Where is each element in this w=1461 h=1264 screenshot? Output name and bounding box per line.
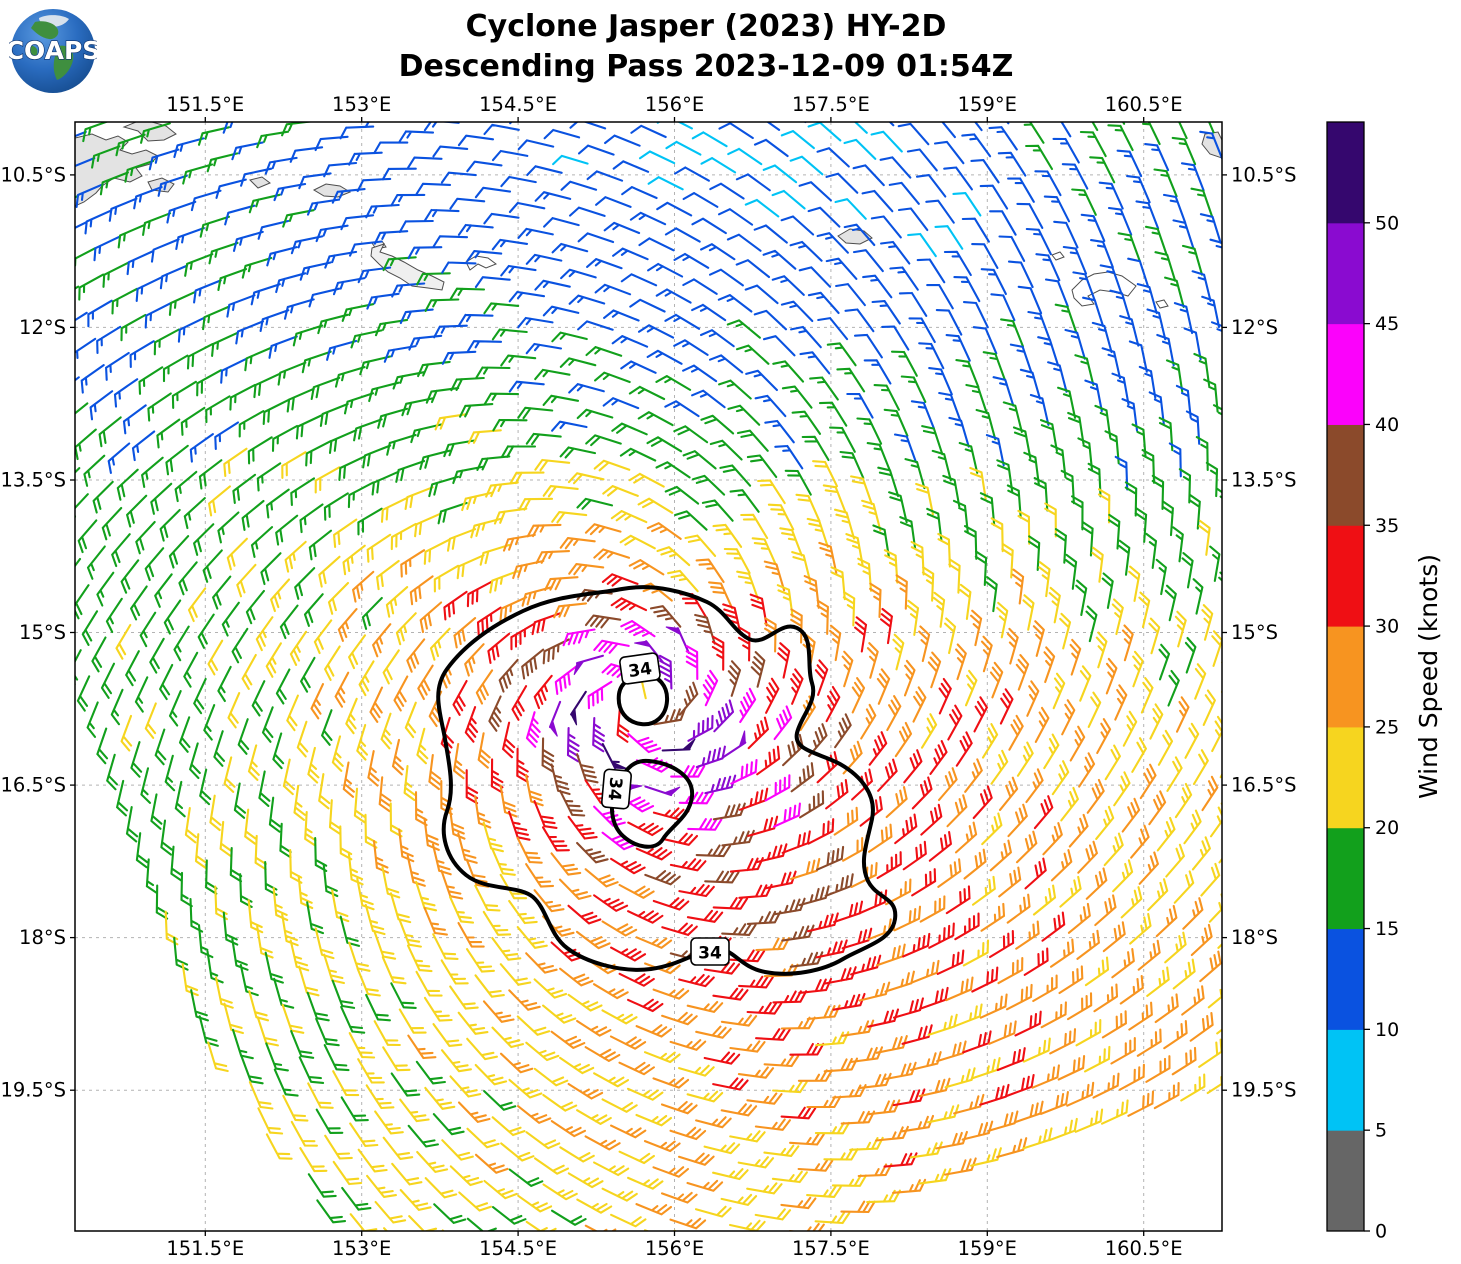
x-tick-label-bottom: 153°E xyxy=(332,1237,391,1260)
y-tick-label-left: 18°S xyxy=(19,926,66,949)
x-tick-label-top: 160.5°E xyxy=(1105,93,1183,116)
y-tick-label-left: 12°S xyxy=(19,316,66,339)
colorbar-tick-label: 10 xyxy=(1375,1019,1399,1041)
land-shape xyxy=(370,243,445,291)
y-tick-label-right: 19.5°S xyxy=(1231,1079,1297,1102)
land-shape xyxy=(465,255,498,271)
coaps-logo-globe: COAPS xyxy=(5,9,101,93)
y-tick-label-right: 10.5°S xyxy=(1231,163,1297,186)
colorbar-tick-label: 15 xyxy=(1375,918,1399,940)
x-tick-label-top: 153°E xyxy=(332,93,391,116)
land-shape xyxy=(1201,131,1222,159)
colorbar-segment xyxy=(1327,525,1364,627)
y-tick-label-right: 15°S xyxy=(1231,621,1278,644)
land-shape xyxy=(1155,299,1169,309)
colorbar-tick-label: 5 xyxy=(1375,1120,1387,1142)
colorbar-segment xyxy=(1327,1029,1364,1131)
x-tick-label-top: 156°E xyxy=(645,93,704,116)
axis-ticks xyxy=(70,117,1227,1236)
contour-path xyxy=(436,585,898,976)
contour-label: 34 xyxy=(601,768,632,810)
chart-title-line1: Cyclone Jasper (2023) HY-2D xyxy=(465,9,947,44)
x-tick-label-bottom: 159°E xyxy=(958,1237,1017,1260)
y-tick-label-right: 13.5°S xyxy=(1231,469,1297,492)
colorbar-segment xyxy=(1327,424,1364,526)
x-tick-label-top: 154.5°E xyxy=(479,93,557,116)
colorbar-segment xyxy=(1327,726,1364,829)
svg-text:34: 34 xyxy=(698,944,722,964)
x-tick-label-bottom: 156°E xyxy=(645,1237,704,1260)
x-tick-label-bottom: 151.5°E xyxy=(166,1237,244,1260)
colorbar-tick-label: 20 xyxy=(1375,817,1399,839)
axis-tick-labels: 151.5°E 151.5°E 153°E 153°E 154.5°E 154.5°E 15… xyxy=(0,93,1296,1260)
y-tick-label-left: 10.5°S xyxy=(0,163,66,186)
y-tick-label-left: 13.5°S xyxy=(0,469,66,492)
x-tick-label-bottom: 160.5°E xyxy=(1105,1237,1183,1260)
colorbar: Wind Speed (knots) xyxy=(1326,121,1443,1232)
y-tick-label-right: 18°S xyxy=(1231,926,1278,949)
land-shape xyxy=(1051,251,1065,261)
colorbar-tick-label: 30 xyxy=(1375,616,1399,638)
colorbar-tick-label: 0 xyxy=(1375,1221,1387,1243)
colorbar-tick-label: 40 xyxy=(1375,414,1399,436)
x-tick-label-top: 151.5°E xyxy=(166,93,244,116)
colorbar-tick-label: 35 xyxy=(1375,515,1399,537)
chart-title-line2: Descending Pass 2023-12-09 01:54Z xyxy=(398,49,1014,84)
wind-barbs xyxy=(75,122,1222,1231)
x-tick-label-bottom: 157.5°E xyxy=(792,1237,870,1260)
y-tick-label-left: 15°S xyxy=(19,621,66,644)
contour-labels: 34 34 34 xyxy=(601,652,730,966)
x-tick-label-top: 157.5°E xyxy=(792,93,870,116)
colorbar-segment xyxy=(1327,626,1364,728)
globe-icon xyxy=(11,9,95,93)
land-shape xyxy=(249,176,271,189)
colorbar-segment xyxy=(1327,323,1364,425)
plot-frame xyxy=(74,121,1223,1232)
colorbar-ticks: 0 5 10 15 20 25 30 35 40 45 50 xyxy=(1364,212,1399,1243)
colorbar-tick-label: 25 xyxy=(1375,716,1399,738)
x-tick-label-bottom: 154.5°E xyxy=(479,1237,557,1260)
contour-path xyxy=(616,673,670,727)
y-tick-label-left: 19.5°S xyxy=(0,1079,66,1102)
svg-text:34: 34 xyxy=(603,776,625,801)
x-tick-label-top: 159°E xyxy=(958,93,1017,116)
coaps-logo: COAPS xyxy=(5,6,101,94)
colorbar-segment xyxy=(1327,222,1364,325)
contour-label: 34 xyxy=(690,937,730,966)
y-tick-label-right: 12°S xyxy=(1231,316,1278,339)
colorbar-segment xyxy=(1327,827,1364,930)
y-tick-label-right: 16.5°S xyxy=(1231,774,1297,797)
land-shape xyxy=(75,133,159,207)
coaps-logo-text: COAPS xyxy=(9,36,97,65)
colorbar-tick-label: 50 xyxy=(1375,212,1399,234)
colorbar-tick-label: 45 xyxy=(1375,313,1399,335)
colorbar-axis-label: Wind Speed (knots) xyxy=(1414,554,1443,799)
colorbar-segment xyxy=(1327,1130,1364,1232)
svg-text:34: 34 xyxy=(627,659,653,682)
land-shape xyxy=(1071,271,1137,307)
land-shape xyxy=(122,122,177,142)
colorbar-segment xyxy=(1327,928,1364,1030)
y-tick-label-left: 16.5°S xyxy=(0,774,66,797)
contour-label: 34 xyxy=(619,652,661,685)
colorbar-segment xyxy=(1327,122,1364,224)
